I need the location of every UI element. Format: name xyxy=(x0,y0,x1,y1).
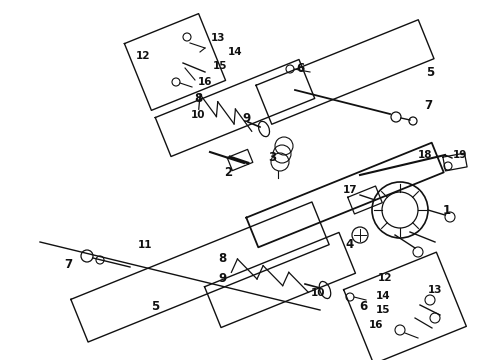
Text: 7: 7 xyxy=(64,257,72,270)
Text: 12: 12 xyxy=(136,51,150,61)
Text: 9: 9 xyxy=(218,271,226,284)
Text: 1: 1 xyxy=(443,203,451,216)
Text: 8: 8 xyxy=(218,252,226,265)
Text: 11: 11 xyxy=(138,240,152,250)
Text: 13: 13 xyxy=(211,33,225,43)
Text: 15: 15 xyxy=(213,61,227,71)
Text: 16: 16 xyxy=(369,320,383,330)
Text: 12: 12 xyxy=(378,273,392,283)
Text: 5: 5 xyxy=(151,301,159,314)
Text: 8: 8 xyxy=(194,91,202,104)
Text: 15: 15 xyxy=(376,305,390,315)
Text: 13: 13 xyxy=(428,285,442,295)
Text: 10: 10 xyxy=(311,288,325,298)
Text: 14: 14 xyxy=(376,291,391,301)
Text: 10: 10 xyxy=(191,110,205,120)
Text: 14: 14 xyxy=(228,47,243,57)
Text: 4: 4 xyxy=(346,238,354,251)
Text: 18: 18 xyxy=(418,150,432,160)
Text: 6: 6 xyxy=(296,62,304,75)
Text: 17: 17 xyxy=(343,185,357,195)
Text: 3: 3 xyxy=(268,150,276,163)
Text: 19: 19 xyxy=(453,150,467,160)
Text: 9: 9 xyxy=(242,112,250,125)
Text: 16: 16 xyxy=(198,77,212,87)
Text: 7: 7 xyxy=(424,99,432,112)
Text: 5: 5 xyxy=(426,66,434,78)
Text: 2: 2 xyxy=(224,166,232,179)
Text: 6: 6 xyxy=(359,301,367,314)
